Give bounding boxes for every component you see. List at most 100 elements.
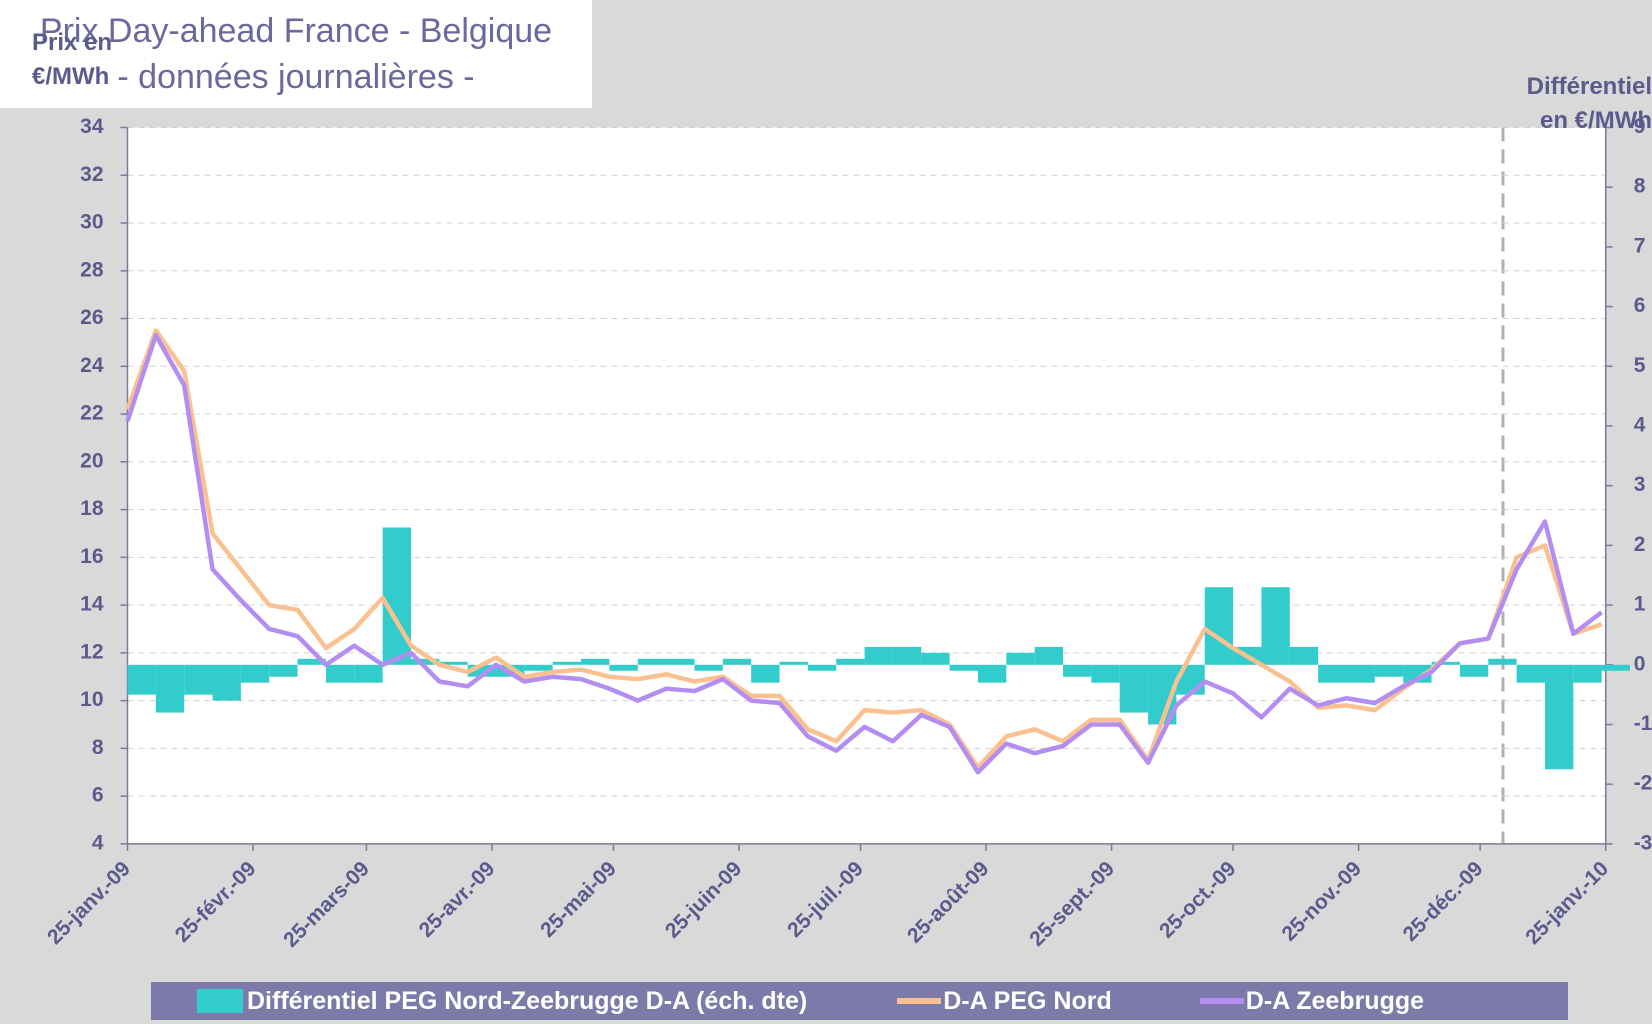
- bar: [1006, 652, 1035, 665]
- y2-tick-label: 8: [1634, 175, 1646, 198]
- bar: [439, 661, 468, 665]
- x-tick-label: 25-févr.-09: [171, 857, 261, 947]
- y-tick-label: 10: [80, 688, 103, 711]
- y2-tick-label: 2: [1634, 533, 1646, 556]
- y2-tick-label: 9: [1634, 115, 1646, 138]
- bar: [127, 664, 156, 695]
- bar: [1488, 658, 1517, 665]
- bar: [1573, 664, 1602, 683]
- bar: [1601, 664, 1630, 671]
- legend-swatch: [1199, 998, 1244, 1004]
- legend-label: Différentiel PEG Nord-Zeebrugge D-A (éch…: [247, 986, 808, 1015]
- bar: [155, 664, 185, 713]
- y2-tick-label: 7: [1634, 234, 1646, 257]
- y-tick-label: 8: [92, 736, 104, 759]
- bar: [779, 661, 808, 665]
- y2-tick-label: -2: [1634, 772, 1652, 795]
- bar: [1544, 664, 1574, 770]
- bar: [1204, 587, 1234, 665]
- y2-axis-label: Différentiel en €/MWh: [1526, 73, 1652, 134]
- y-tick-label: 26: [80, 306, 103, 329]
- x-tick-label: 25-mars-09: [279, 857, 374, 952]
- bar: [609, 664, 638, 671]
- bar: [1091, 664, 1120, 683]
- x-tick-label: 25-sept.-09: [1025, 857, 1119, 951]
- x-tick-label: 25-nov.-09: [1277, 857, 1366, 946]
- x-tick-label: 25-déc.-09: [1399, 857, 1488, 946]
- y-tick-label: 24: [80, 354, 104, 377]
- bar: [836, 658, 865, 665]
- bar: [949, 664, 978, 671]
- chart-subtitle: - données journalières -: [117, 58, 475, 96]
- legend-label: D-A Zeebrugge: [1245, 986, 1425, 1015]
- bar: [552, 661, 582, 665]
- bar: [240, 664, 270, 683]
- y-tick-label: 6: [92, 784, 104, 807]
- y-tick-label: 16: [80, 545, 103, 568]
- line: [125, 333, 1604, 775]
- legend-swatch: [897, 998, 942, 1004]
- bar: [1374, 664, 1404, 677]
- bar: [892, 646, 922, 665]
- bar: [1063, 664, 1092, 677]
- legend-label: D-A PEG Nord: [943, 986, 1112, 1015]
- bar: [1431, 661, 1460, 665]
- bar: [467, 664, 497, 677]
- x-tick-label: 25-juil.-09: [783, 857, 868, 942]
- x-tick-label: 25-janv.-10: [1521, 857, 1613, 949]
- bar: [325, 664, 355, 683]
- bar: [807, 664, 837, 671]
- bar: [694, 664, 723, 671]
- y2-tick-label: 4: [1634, 414, 1646, 437]
- bar: [581, 658, 610, 665]
- legend: Différentiel PEG Nord-Zeebrugge D-A (éch…: [151, 982, 1568, 1020]
- y-tick-label: 14: [80, 593, 104, 616]
- y-axis-label: Prix en €/MWh: [32, 29, 113, 90]
- bar: [1459, 664, 1489, 677]
- bar: [722, 658, 752, 665]
- x-tick-label: 25-août-09: [903, 857, 994, 948]
- bar: [212, 664, 241, 701]
- y-tick-label: 4: [92, 831, 104, 854]
- chart-title: Prix Day-ahead France - Belgique: [39, 12, 553, 50]
- bar: [1119, 664, 1149, 713]
- y-tick-label: 12: [80, 640, 103, 663]
- legend-item: D-A PEG Nord: [807, 987, 1112, 1016]
- bar: [977, 664, 1007, 683]
- bar: [1034, 646, 1064, 665]
- bar: [1318, 664, 1347, 683]
- bar: [184, 664, 213, 695]
- bar: [1289, 646, 1319, 665]
- bar: [382, 527, 411, 665]
- x-tick-label: 25-avr.-09: [415, 857, 500, 942]
- bar: [354, 664, 383, 683]
- bar: [297, 658, 326, 665]
- bar: [864, 646, 893, 665]
- y-tick-label: 18: [80, 497, 104, 520]
- bar: [1516, 664, 1545, 683]
- x-tick-label: 25-juin-09: [661, 857, 747, 943]
- bar: [1403, 664, 1432, 683]
- y2-tick-label: -1: [1634, 712, 1652, 735]
- bar: [1346, 664, 1375, 683]
- line: [125, 328, 1603, 770]
- legend-item: D-A Zeebrugge: [1112, 987, 1424, 1016]
- y2-tick-label: 5: [1634, 354, 1646, 377]
- bar: [637, 658, 667, 665]
- plot-area: [127, 127, 1606, 844]
- y-tick-label: 20: [80, 449, 103, 472]
- bar: [269, 664, 298, 677]
- title-box: Prix Day-ahead France - Belgique - donné…: [0, 0, 592, 108]
- x-tick-label: 25-mai-09: [536, 857, 621, 942]
- x-tick-label: 25-oct.-09: [1155, 857, 1241, 943]
- legend-item: Différentiel PEG Nord-Zeebrugge D-A (éch…: [151, 987, 807, 1016]
- y2-tick-label: 6: [1634, 294, 1646, 317]
- x-tick-label: 25-janv.-09: [43, 857, 135, 949]
- y-tick-label: 28: [80, 258, 104, 281]
- y-tick-label: 34: [80, 115, 104, 138]
- bar: [524, 664, 553, 671]
- legend-swatch: [197, 989, 243, 1013]
- bar: [410, 658, 440, 665]
